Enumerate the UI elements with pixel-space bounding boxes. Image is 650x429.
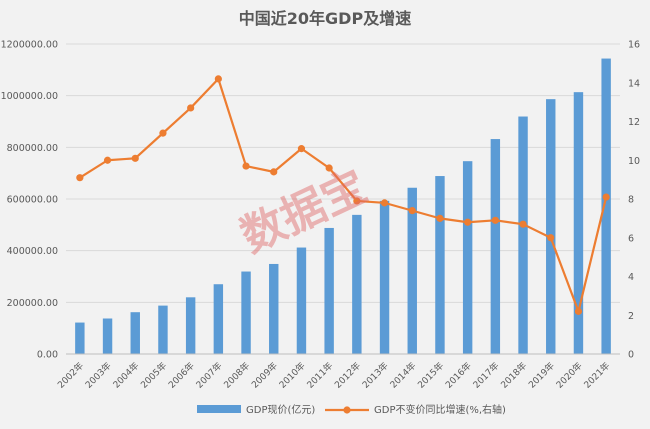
left-axis-tick-label: 1200000.00 [1,40,58,51]
legend-label-line: GDP不变价同比增速(%,右轴) [374,403,506,416]
right-axis: 0 2 4 6 8 10 12 14 16 [628,40,640,361]
line-point [491,216,499,224]
x-axis-tick-label: 2003年 [83,360,114,391]
bar-series [75,58,611,355]
bar [435,176,445,354]
bar [241,271,251,354]
bar [352,214,362,354]
line-point [547,234,555,242]
left-axis-tick-label: 0.00 [37,350,58,361]
bar [75,322,85,354]
line-series [76,75,610,315]
x-axis-tick-label: 2009年 [249,360,280,391]
x-axis-tick-label: 2011年 [304,360,335,391]
left-axis-tick-label: 600000.00 [7,195,58,206]
line-point [159,129,167,137]
x-axis-tick-label: 2006年 [166,360,197,391]
bar [324,227,334,354]
line-point [436,214,444,222]
bar [379,200,390,354]
legend-swatch-marker [343,406,351,414]
line-point [214,75,222,83]
x-axis-tick-label: 2008年 [221,360,252,391]
x-axis-tick-label: 2004年 [110,360,141,391]
line-point [574,307,583,315]
right-axis-tick-label: 8 [628,195,634,206]
right-axis-tick-label: 0 [628,350,634,361]
bar [102,318,113,354]
left-axis-tick-label: 800000.00 [7,143,58,154]
bar [185,297,196,354]
line-point [519,220,527,228]
bar [546,99,556,354]
line-point [187,104,195,112]
bar [130,312,140,354]
bar [601,58,611,355]
x-axis-tick-label: 2016年 [443,360,474,391]
right-axis-tick-label: 10 [628,156,640,167]
left-axis-tick-label: 200000.00 [7,298,58,309]
x-axis-tick-label: 2010年 [277,360,308,391]
left-axis-tick-label: 400000.00 [7,246,58,257]
line-point [270,168,278,176]
bar [573,92,584,354]
x-axis-tick-label: 2019年 [526,360,557,391]
x-axis-tick-label: 2005年 [138,360,169,391]
x-axis-tick-label: 2017年 [470,360,501,391]
line-point [325,164,333,172]
right-axis-tick-label: 12 [628,117,640,128]
x-axis-tick-label: 2012年 [332,360,363,391]
line-point [380,199,389,207]
left-axis-tick-label: 1000000.00 [1,91,58,102]
bar [407,187,417,354]
line-point [353,197,361,205]
bar [518,116,528,354]
x-axis-tick-label: 2013年 [360,360,391,391]
x-axis-tick-label: 2020年 [554,360,585,391]
bar [296,247,307,354]
line-point [131,154,139,162]
line-point [103,156,112,164]
x-axis-tick-label: 2015年 [415,360,446,391]
right-axis-tick-label: 6 [628,233,634,244]
bar [269,263,279,354]
chart-title: 中国近20年GDP及增速 [239,9,411,28]
left-axis: 0.00 200000.00 400000.00 600000.00 800000.00… [1,40,58,361]
line-point [242,162,250,170]
line-point [76,174,84,182]
x-axis-tick-label: 2002年 [55,360,86,391]
gridlines [66,43,620,355]
right-axis-tick-label: 2 [628,311,634,322]
line-point [602,193,610,201]
bar [158,305,168,354]
right-axis-tick-label: 16 [628,40,640,51]
x-axis-tick-label: 2014年 [387,360,418,391]
line-point [408,207,416,215]
line-path [79,77,608,313]
x-axis-tick-label: 2007年 [193,360,224,391]
bar [213,284,224,354]
x-axis-tick-label: 2018年 [498,360,529,391]
line-point [464,218,472,226]
legend-label-bar: GDP现价(亿元) [246,403,315,416]
right-axis-tick-label: 4 [628,272,634,283]
legend-swatch-bar [197,405,241,413]
bar [462,161,473,354]
x-axis: 2002年2003年2004年2005年2006年2007年2008年2009年… [55,353,620,391]
x-axis-tick-label: 2021年 [581,360,612,391]
bar [490,139,501,354]
legend: GDP现价(亿元) GDP不变价同比增速(%,右轴) [197,403,506,416]
right-axis-tick-label: 14 [628,78,640,89]
line-point [297,145,306,153]
